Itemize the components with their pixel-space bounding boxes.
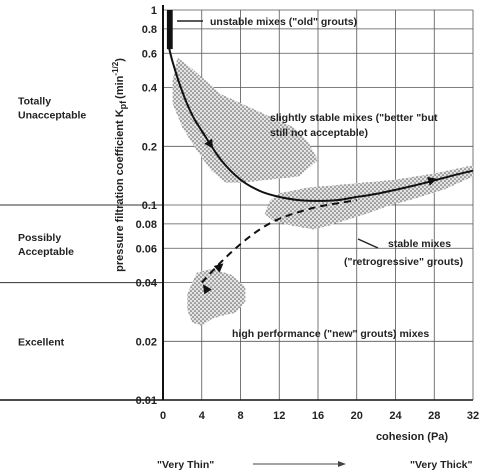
- zone-divider-lines: [0, 204, 163, 284]
- x-tick-label: 32: [467, 410, 479, 422]
- axis-titles: cohesion (Pa) pressure filtration coeffi…: [111, 58, 448, 443]
- x-tick-label: 28: [428, 410, 440, 422]
- x-tick-label: 20: [351, 410, 363, 422]
- y-tick-label: 0.08: [136, 219, 157, 231]
- y-tick-label: 0.4: [142, 83, 158, 95]
- y-tick-label: 0.01: [136, 395, 157, 407]
- x-tick-labels: 0 4 8 12 16 20 24 28 32: [160, 410, 479, 422]
- mix-regions: [166, 10, 473, 326]
- y-tick-label: 0.8: [142, 24, 157, 36]
- y-tick-label: 0.1: [142, 200, 157, 212]
- y-tick-label: 0.6: [142, 48, 157, 60]
- region-unstable: [166, 10, 173, 50]
- zone-labels: Totally Unacceptable Possibly Acceptable Exc…: [18, 96, 86, 349]
- region-annotations: unstable mixes ("old" grouts) slightly s…: [177, 16, 463, 340]
- y-tick-labels: 1 0.8 0.6 0.4 0.2 0.1 0.08 0.06 0.04 0.02 0.01: [136, 5, 158, 407]
- footer-very-thick: "Very Thick": [410, 459, 473, 471]
- trend-curves: [166, 42, 474, 295]
- series-dashed-arrow-1: [203, 284, 212, 295]
- stable-pointer-line: [357, 238, 379, 249]
- series-dashed-curve: [201, 199, 357, 284]
- annotation-stable-line2: ("retrogressive" grouts): [344, 256, 463, 268]
- y-axis-title-main: pressure filtration coefficient K: [114, 109, 126, 272]
- chart-axes: [0, 5, 473, 401]
- zone-label-2-line0: Excellent: [18, 336, 65, 348]
- x-tick-label: 4: [199, 410, 206, 422]
- footer-very-thin: "Very Thin": [157, 459, 214, 471]
- region-slightly-stable: [172, 57, 318, 183]
- y-axis-title-close: ): [114, 58, 126, 62]
- series-solid-arrow-0: [204, 138, 213, 149]
- x-tick-label: 8: [237, 410, 243, 422]
- region-stable: [264, 165, 473, 230]
- x-tick-label: 12: [273, 410, 285, 422]
- x-axis-title: cohesion (Pa): [376, 431, 448, 443]
- annotation-slightly-stable-line2: still not acceptable): [270, 127, 368, 139]
- zone-label-1-line1: Acceptable: [18, 246, 74, 258]
- y-tick-label: 1: [151, 5, 157, 17]
- annotation-high-performance: high performance ("new" grouts) mixes: [232, 328, 429, 340]
- y-axis-title-exp: -1/2: [111, 61, 120, 75]
- region-high-performance: [187, 268, 246, 326]
- y-axis-title: pressure filtration coefficient Kpf(min-…: [111, 58, 128, 272]
- zone-label-0-line0: Totally: [18, 96, 51, 108]
- thickness-footer: "Very Thin" "Very Thick": [157, 459, 473, 471]
- y-axis-title-sub: pf: [118, 100, 128, 109]
- zone-label-0-line1: Unacceptable: [18, 110, 86, 122]
- series-solid-curve: [166, 42, 474, 202]
- annotation-unstable: unstable mixes ("old" grouts): [210, 16, 357, 28]
- y-tick-label: 0.02: [136, 336, 157, 348]
- footer-arrow-head: [338, 461, 346, 467]
- y-tick-label: 0.04: [136, 278, 158, 290]
- x-tick-label: 0: [160, 410, 166, 422]
- x-tick-label: 16: [312, 410, 324, 422]
- zone-label-1-line0: Possibly: [18, 232, 61, 244]
- y-axis-title-unit: (min: [114, 75, 126, 99]
- y-tick-label: 0.2: [142, 141, 157, 153]
- x-tick-label: 24: [389, 410, 402, 422]
- annotation-stable-line1: stable mixes: [388, 238, 451, 250]
- y-tick-label: 0.06: [136, 243, 157, 255]
- series-dashed-arrow-0: [213, 263, 224, 273]
- series-solid-arrow-1: [427, 177, 438, 186]
- annotation-slightly-stable-line1: slightly stable mixes ("better "but: [270, 112, 438, 124]
